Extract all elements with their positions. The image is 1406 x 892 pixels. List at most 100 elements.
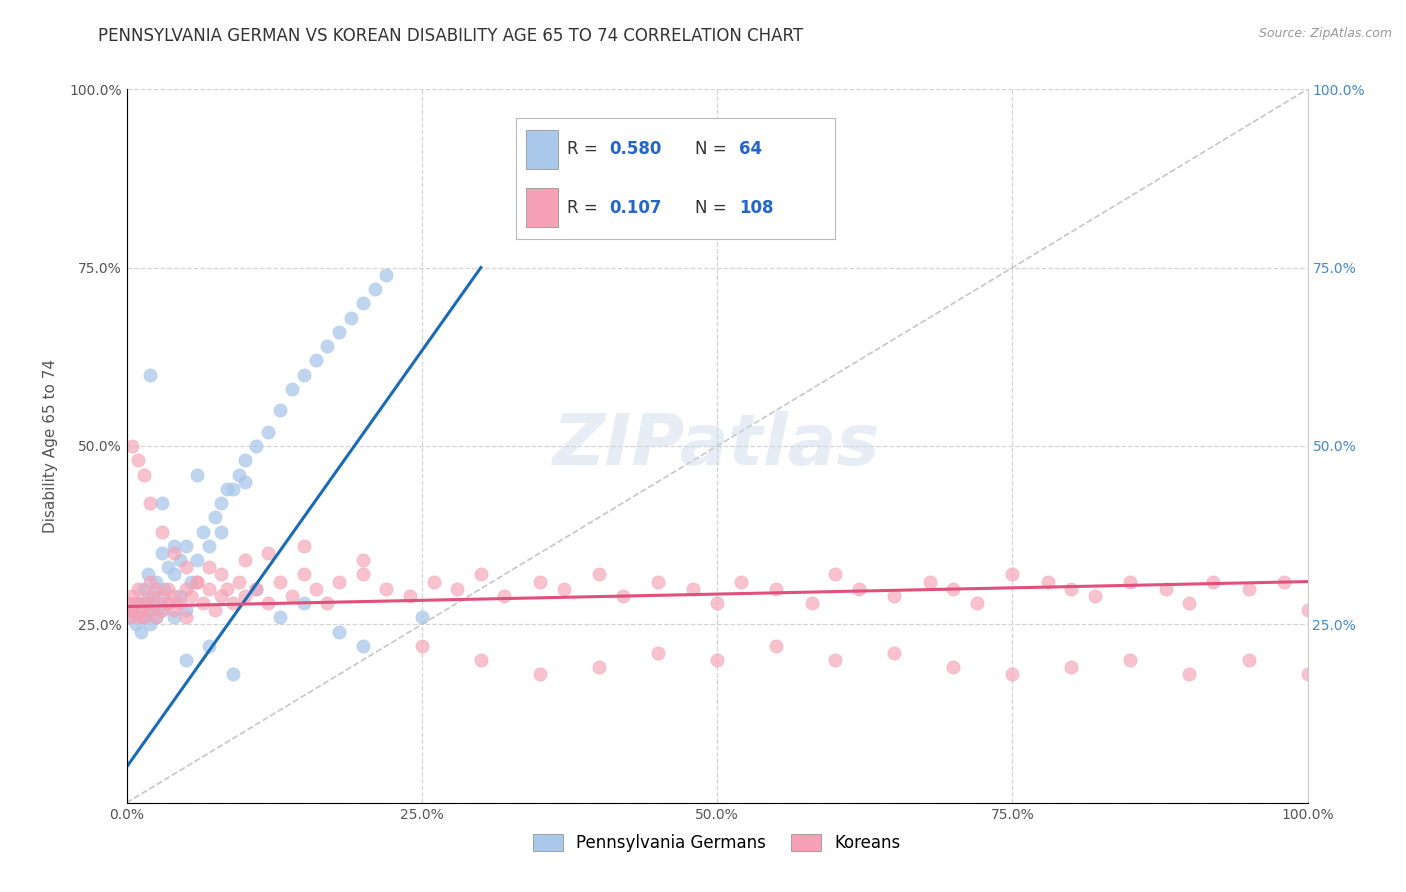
Point xyxy=(269,403,291,417)
Point xyxy=(257,546,280,560)
Point xyxy=(824,567,846,582)
Point xyxy=(1001,667,1024,681)
Point xyxy=(156,560,179,574)
Point xyxy=(121,589,143,603)
Point xyxy=(156,596,179,610)
Point xyxy=(141,596,163,610)
Point xyxy=(257,596,280,610)
Point xyxy=(186,553,208,567)
Point xyxy=(363,282,385,296)
Point xyxy=(399,589,422,603)
Point xyxy=(269,610,291,624)
Point xyxy=(222,667,245,681)
Point xyxy=(281,589,304,603)
Point xyxy=(245,439,267,453)
Point xyxy=(180,589,202,603)
Point xyxy=(1060,582,1083,596)
Point xyxy=(316,339,339,353)
Point xyxy=(209,589,232,603)
Point xyxy=(215,482,238,496)
Point xyxy=(139,574,162,589)
Point xyxy=(136,567,159,582)
Point xyxy=(136,596,159,610)
Point xyxy=(1154,582,1177,596)
Point xyxy=(647,574,669,589)
Y-axis label: Disability Age 65 to 74: Disability Age 65 to 74 xyxy=(44,359,58,533)
Point xyxy=(328,624,350,639)
Point xyxy=(966,596,988,610)
Point xyxy=(1296,667,1319,681)
Point xyxy=(918,574,941,589)
Point xyxy=(470,567,492,582)
Point xyxy=(1178,596,1201,610)
Point xyxy=(186,467,208,482)
Point xyxy=(470,653,492,667)
Point xyxy=(292,539,315,553)
Point xyxy=(163,539,186,553)
Point xyxy=(150,603,173,617)
Point xyxy=(150,589,173,603)
Point xyxy=(1296,603,1319,617)
Point xyxy=(411,610,433,624)
Legend: Pennsylvania Germans, Koreans: Pennsylvania Germans, Koreans xyxy=(526,827,908,859)
Point xyxy=(139,368,162,382)
Point xyxy=(765,639,787,653)
Point xyxy=(848,582,870,596)
Point xyxy=(134,596,156,610)
Point xyxy=(163,589,186,603)
Point xyxy=(292,596,315,610)
Point xyxy=(120,610,142,624)
Point xyxy=(352,639,374,653)
Point xyxy=(233,553,256,567)
Point xyxy=(942,582,965,596)
Point xyxy=(328,325,350,339)
Point xyxy=(233,453,256,467)
Point xyxy=(209,567,232,582)
Point xyxy=(800,596,823,610)
Point xyxy=(193,524,215,539)
Point xyxy=(328,574,350,589)
Point xyxy=(222,482,245,496)
Point xyxy=(174,603,197,617)
Point xyxy=(150,546,173,560)
Point xyxy=(127,596,149,610)
Point xyxy=(139,617,162,632)
Point xyxy=(352,553,374,567)
Point xyxy=(553,582,575,596)
Point xyxy=(150,524,173,539)
Point xyxy=(222,596,245,610)
Point xyxy=(588,567,610,582)
Point xyxy=(118,596,141,610)
Point xyxy=(145,574,167,589)
Text: PENNSYLVANIA GERMAN VS KOREAN DISABILITY AGE 65 TO 74 CORRELATION CHART: PENNSYLVANIA GERMAN VS KOREAN DISABILITY… xyxy=(98,27,804,45)
Point xyxy=(174,560,197,574)
Point xyxy=(125,596,148,610)
Point xyxy=(529,574,551,589)
Point xyxy=(145,582,167,596)
Point xyxy=(174,582,197,596)
Point xyxy=(145,610,167,624)
Point xyxy=(120,610,142,624)
Point xyxy=(198,560,221,574)
Point xyxy=(883,589,905,603)
Point xyxy=(186,574,208,589)
Point xyxy=(193,596,215,610)
Point xyxy=(1001,567,1024,582)
Point xyxy=(682,582,704,596)
Point xyxy=(588,660,610,674)
Point xyxy=(281,382,304,396)
Point xyxy=(233,589,256,603)
Point xyxy=(117,603,139,617)
Point xyxy=(198,582,221,596)
Point xyxy=(150,603,173,617)
Point xyxy=(139,603,162,617)
Point xyxy=(150,496,173,510)
Text: Source: ZipAtlas.com: Source: ZipAtlas.com xyxy=(1258,27,1392,40)
Point xyxy=(292,567,315,582)
Point xyxy=(304,582,326,596)
Point xyxy=(163,603,186,617)
Point xyxy=(174,539,197,553)
Point xyxy=(228,574,250,589)
Point xyxy=(1272,574,1295,589)
Point xyxy=(121,603,143,617)
